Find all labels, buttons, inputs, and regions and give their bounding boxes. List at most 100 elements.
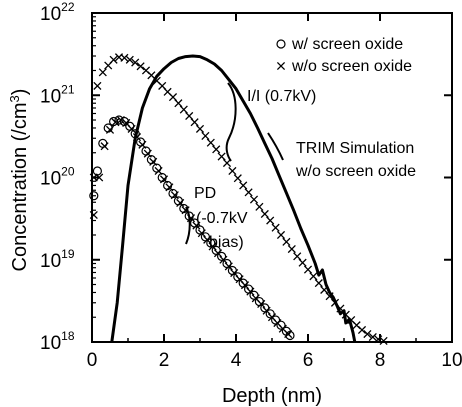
- y-tick-label: 1021: [40, 82, 75, 107]
- data-point-cross: [222, 158, 232, 168]
- data-point-cross: [125, 55, 134, 64]
- data-point-cross: [201, 131, 210, 141]
- data-point-cross: [203, 235, 212, 244]
- x-axis-label: Depth (nm): [222, 385, 322, 407]
- data-point-cross: [368, 332, 377, 342]
- data-point-cross: [314, 279, 323, 288]
- y-axis-label: Concentration (/cm3): [7, 89, 31, 272]
- data-point-circle: [206, 238, 216, 248]
- data-point-cross: [357, 325, 367, 335]
- legend-marker-cross: [276, 61, 286, 71]
- data-point-circle: [276, 320, 286, 330]
- data-point-cross: [257, 299, 266, 309]
- data-point-cross: [120, 53, 129, 62]
- data-point-cross: [212, 145, 221, 154]
- data-point-cross: [93, 81, 102, 90]
- data-point-cross: [206, 138, 215, 147]
- data-point-cross: [228, 166, 237, 176]
- data-point-cross: [208, 242, 217, 251]
- axes: 0 2 4 6 8 10 1018 1019 1020 1021 1022: [40, 0, 462, 371]
- x-tick-label: 0: [87, 350, 98, 371]
- y-tick-label: 1022: [40, 0, 75, 25]
- x-tick-label: 8: [375, 350, 386, 371]
- x-tick-label: 4: [231, 350, 242, 371]
- legend-label-with-oxide: w/ screen oxide: [291, 36, 403, 53]
- annotation-pd-line3: bias): [209, 234, 244, 251]
- annotation-pd-line1: PD: [194, 185, 216, 202]
- data-point-cross: [165, 183, 174, 192]
- callout-pd: [185, 206, 191, 245]
- data-point-cross: [105, 125, 115, 134]
- y-tick-label: 1020: [40, 165, 75, 190]
- data-point-cross: [154, 166, 163, 176]
- data-point-circle: [98, 138, 108, 148]
- data-point-cross: [239, 181, 248, 190]
- data-point-cross: [176, 198, 185, 208]
- data-point-cross: [249, 195, 259, 204]
- data-point-circle: [195, 225, 205, 235]
- data-point-cross: [363, 329, 372, 339]
- data-point-cross: [190, 118, 199, 127]
- data-point-circle: [92, 166, 103, 176]
- data-point-cross: [284, 329, 293, 339]
- data-point-circle: [265, 309, 275, 319]
- data-point-cross: [136, 62, 145, 71]
- data-point-cross: [213, 249, 223, 258]
- data-point-cross: [240, 281, 250, 290]
- legend-label-without-oxide: w/o screen oxide: [291, 58, 412, 75]
- data-point-circle: [89, 191, 99, 201]
- data-point-cross: [244, 188, 253, 197]
- data-point-cross: [379, 336, 388, 346]
- data-point-cross: [224, 262, 233, 271]
- labels: I/I (0.7kV) TRIM Simulation w/o screen o…: [7, 36, 416, 407]
- trim-simulation-line: [110, 54, 357, 343]
- data-point-cross: [303, 265, 313, 274]
- data-point-cross: [170, 191, 179, 200]
- y-tick-label: 1019: [40, 247, 75, 272]
- data-point-cross: [309, 272, 318, 281]
- data-point-cross: [217, 152, 226, 161]
- data-point-cross: [116, 115, 125, 125]
- data-point-cross: [111, 118, 120, 127]
- data-point-cross: [195, 124, 205, 133]
- x-tick-label: 2: [159, 350, 170, 371]
- data-point-cross: [138, 140, 147, 149]
- callout-trim: [267, 132, 284, 161]
- data-point-cross: [109, 55, 118, 64]
- data-point-cross: [219, 255, 228, 264]
- data-point-circle: [108, 116, 119, 127]
- data-point-cross: [179, 105, 188, 114]
- data-point-cross: [174, 99, 183, 108]
- data-point-cross: [246, 287, 255, 296]
- data-point-cross: [293, 252, 302, 261]
- data-point-cross: [374, 335, 383, 344]
- data-point-cross: [271, 223, 280, 232]
- data-point-circle: [217, 251, 227, 261]
- data-point-cross: [192, 221, 201, 230]
- data-point-cross: [255, 202, 264, 211]
- data-point-cross: [131, 58, 140, 67]
- x-tick-label: 10: [441, 350, 462, 371]
- data-point-circle: [136, 137, 146, 147]
- annotation-trim-line1: TRIM Simulation: [296, 140, 414, 157]
- y-axis-label-close: ): [9, 89, 31, 96]
- y-axis-label-main: Concentration (/cm: [9, 102, 31, 271]
- callouts: [185, 82, 284, 245]
- data-point-cross: [127, 124, 136, 133]
- legend-marker-circle: [276, 39, 286, 49]
- data-point-cross: [262, 306, 271, 315]
- annotation-trim-line2: w/o screen oxide: [295, 163, 416, 180]
- data-point-cross: [98, 68, 107, 77]
- x-tick-label: 6: [303, 350, 314, 371]
- data-point-cross: [89, 210, 98, 220]
- data-point-cross: [100, 142, 109, 151]
- data-point-cross: [282, 237, 291, 246]
- data-point-cross: [89, 173, 98, 182]
- series-layer: [89, 39, 388, 346]
- data-point-cross: [233, 174, 242, 183]
- data-point-cross: [276, 230, 286, 240]
- data-point-cross: [143, 149, 152, 158]
- annotation-pd-line2: (-0.7kV: [196, 210, 248, 227]
- y-tick-label: 1018: [40, 329, 75, 354]
